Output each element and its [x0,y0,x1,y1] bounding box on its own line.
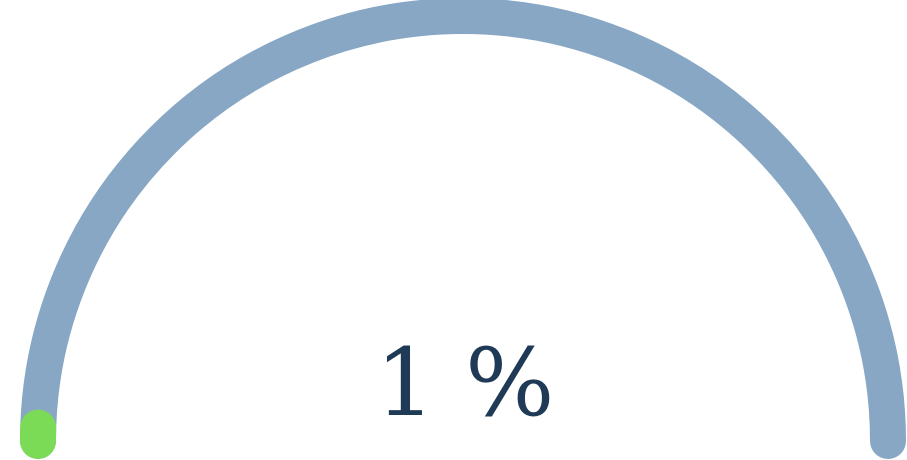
gauge-value-label: 1 % [375,329,555,438]
gauge-track-arc [20,0,906,459]
